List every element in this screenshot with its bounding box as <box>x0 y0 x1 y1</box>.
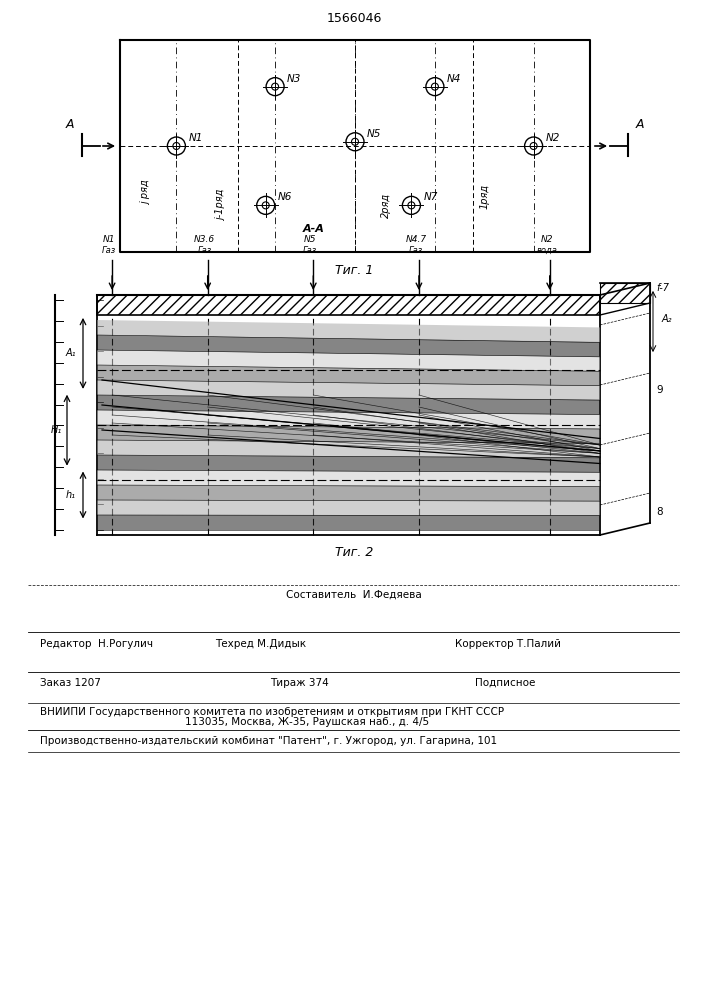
Text: Подписное: Подписное <box>475 678 535 688</box>
Text: Газ: Газ <box>197 246 212 255</box>
Text: H₁: H₁ <box>50 425 62 435</box>
Text: 8: 8 <box>656 507 662 517</box>
Polygon shape <box>97 515 600 530</box>
Text: 9: 9 <box>656 385 662 395</box>
Text: Производственно-издательский комбинат "Патент", г. Ужгород, ул. Гагарина, 101: Производственно-издательский комбинат "П… <box>40 736 497 746</box>
Text: j-1ряд: j-1ряд <box>216 190 226 221</box>
Polygon shape <box>97 455 600 472</box>
Text: Тираж 374: Тираж 374 <box>270 678 329 688</box>
Text: N2: N2 <box>546 133 560 143</box>
Text: Газ: Газ <box>102 246 116 255</box>
Text: ВНИИПИ Государственного комитета по изобретениям и открытиям при ГКНТ СССР: ВНИИПИ Государственного комитета по изоб… <box>40 707 504 717</box>
Text: Заказ 1207: Заказ 1207 <box>40 678 101 688</box>
Text: Редактор  Н.Рогулич: Редактор Н.Рогулич <box>40 639 153 649</box>
Text: A: A <box>636 118 644 131</box>
Text: N3.6: N3.6 <box>194 235 215 244</box>
Text: 1566046: 1566046 <box>327 11 382 24</box>
Text: N2: N2 <box>540 235 553 244</box>
Text: N6: N6 <box>278 192 292 202</box>
Text: вода: вода <box>537 246 557 255</box>
Polygon shape <box>97 410 600 429</box>
Text: Техред М.Дидык: Техред М.Дидык <box>215 639 306 649</box>
Text: Τиг. 2: Τиг. 2 <box>335 546 373 560</box>
Polygon shape <box>97 470 600 487</box>
Polygon shape <box>97 350 600 371</box>
Text: 2ряд: 2ряд <box>380 193 390 218</box>
Polygon shape <box>97 485 600 501</box>
Text: N7: N7 <box>423 192 438 202</box>
Text: A-A: A-A <box>303 224 325 234</box>
Text: Составитель  И.Федяева: Составитель И.Федяева <box>286 590 422 600</box>
Text: N1: N1 <box>103 235 115 244</box>
Text: A₁: A₁ <box>66 348 76 358</box>
Text: N5: N5 <box>304 235 317 244</box>
Text: f-7: f-7 <box>656 283 669 293</box>
Text: A: A <box>66 118 74 131</box>
Text: A₂: A₂ <box>662 314 672 324</box>
Polygon shape <box>97 395 600 415</box>
Polygon shape <box>97 500 600 516</box>
Polygon shape <box>97 425 600 443</box>
Polygon shape <box>97 320 600 342</box>
Bar <box>97 295 600 315</box>
Polygon shape <box>97 335 600 357</box>
Text: 1ряд: 1ряд <box>479 184 489 209</box>
Text: N4.7: N4.7 <box>405 235 426 244</box>
Text: N5: N5 <box>367 129 381 139</box>
Text: 113035, Москва, Ж-35, Раушская наб., д. 4/5: 113035, Москва, Ж-35, Раушская наб., д. … <box>185 717 429 727</box>
Text: Τиг. 1: Τиг. 1 <box>335 263 373 276</box>
Text: j ряд: j ряд <box>141 180 151 205</box>
Text: Газ: Газ <box>303 246 317 255</box>
Text: N4: N4 <box>447 74 461 84</box>
Text: N1: N1 <box>188 133 203 143</box>
Text: h₁: h₁ <box>66 490 76 500</box>
Polygon shape <box>97 365 600 386</box>
Polygon shape <box>97 440 600 458</box>
Text: N3: N3 <box>287 74 301 84</box>
Polygon shape <box>97 380 600 400</box>
Bar <box>600 283 650 303</box>
Text: Газ: Газ <box>409 246 423 255</box>
Text: Корректор Т.Палий: Корректор Т.Палий <box>455 639 561 649</box>
